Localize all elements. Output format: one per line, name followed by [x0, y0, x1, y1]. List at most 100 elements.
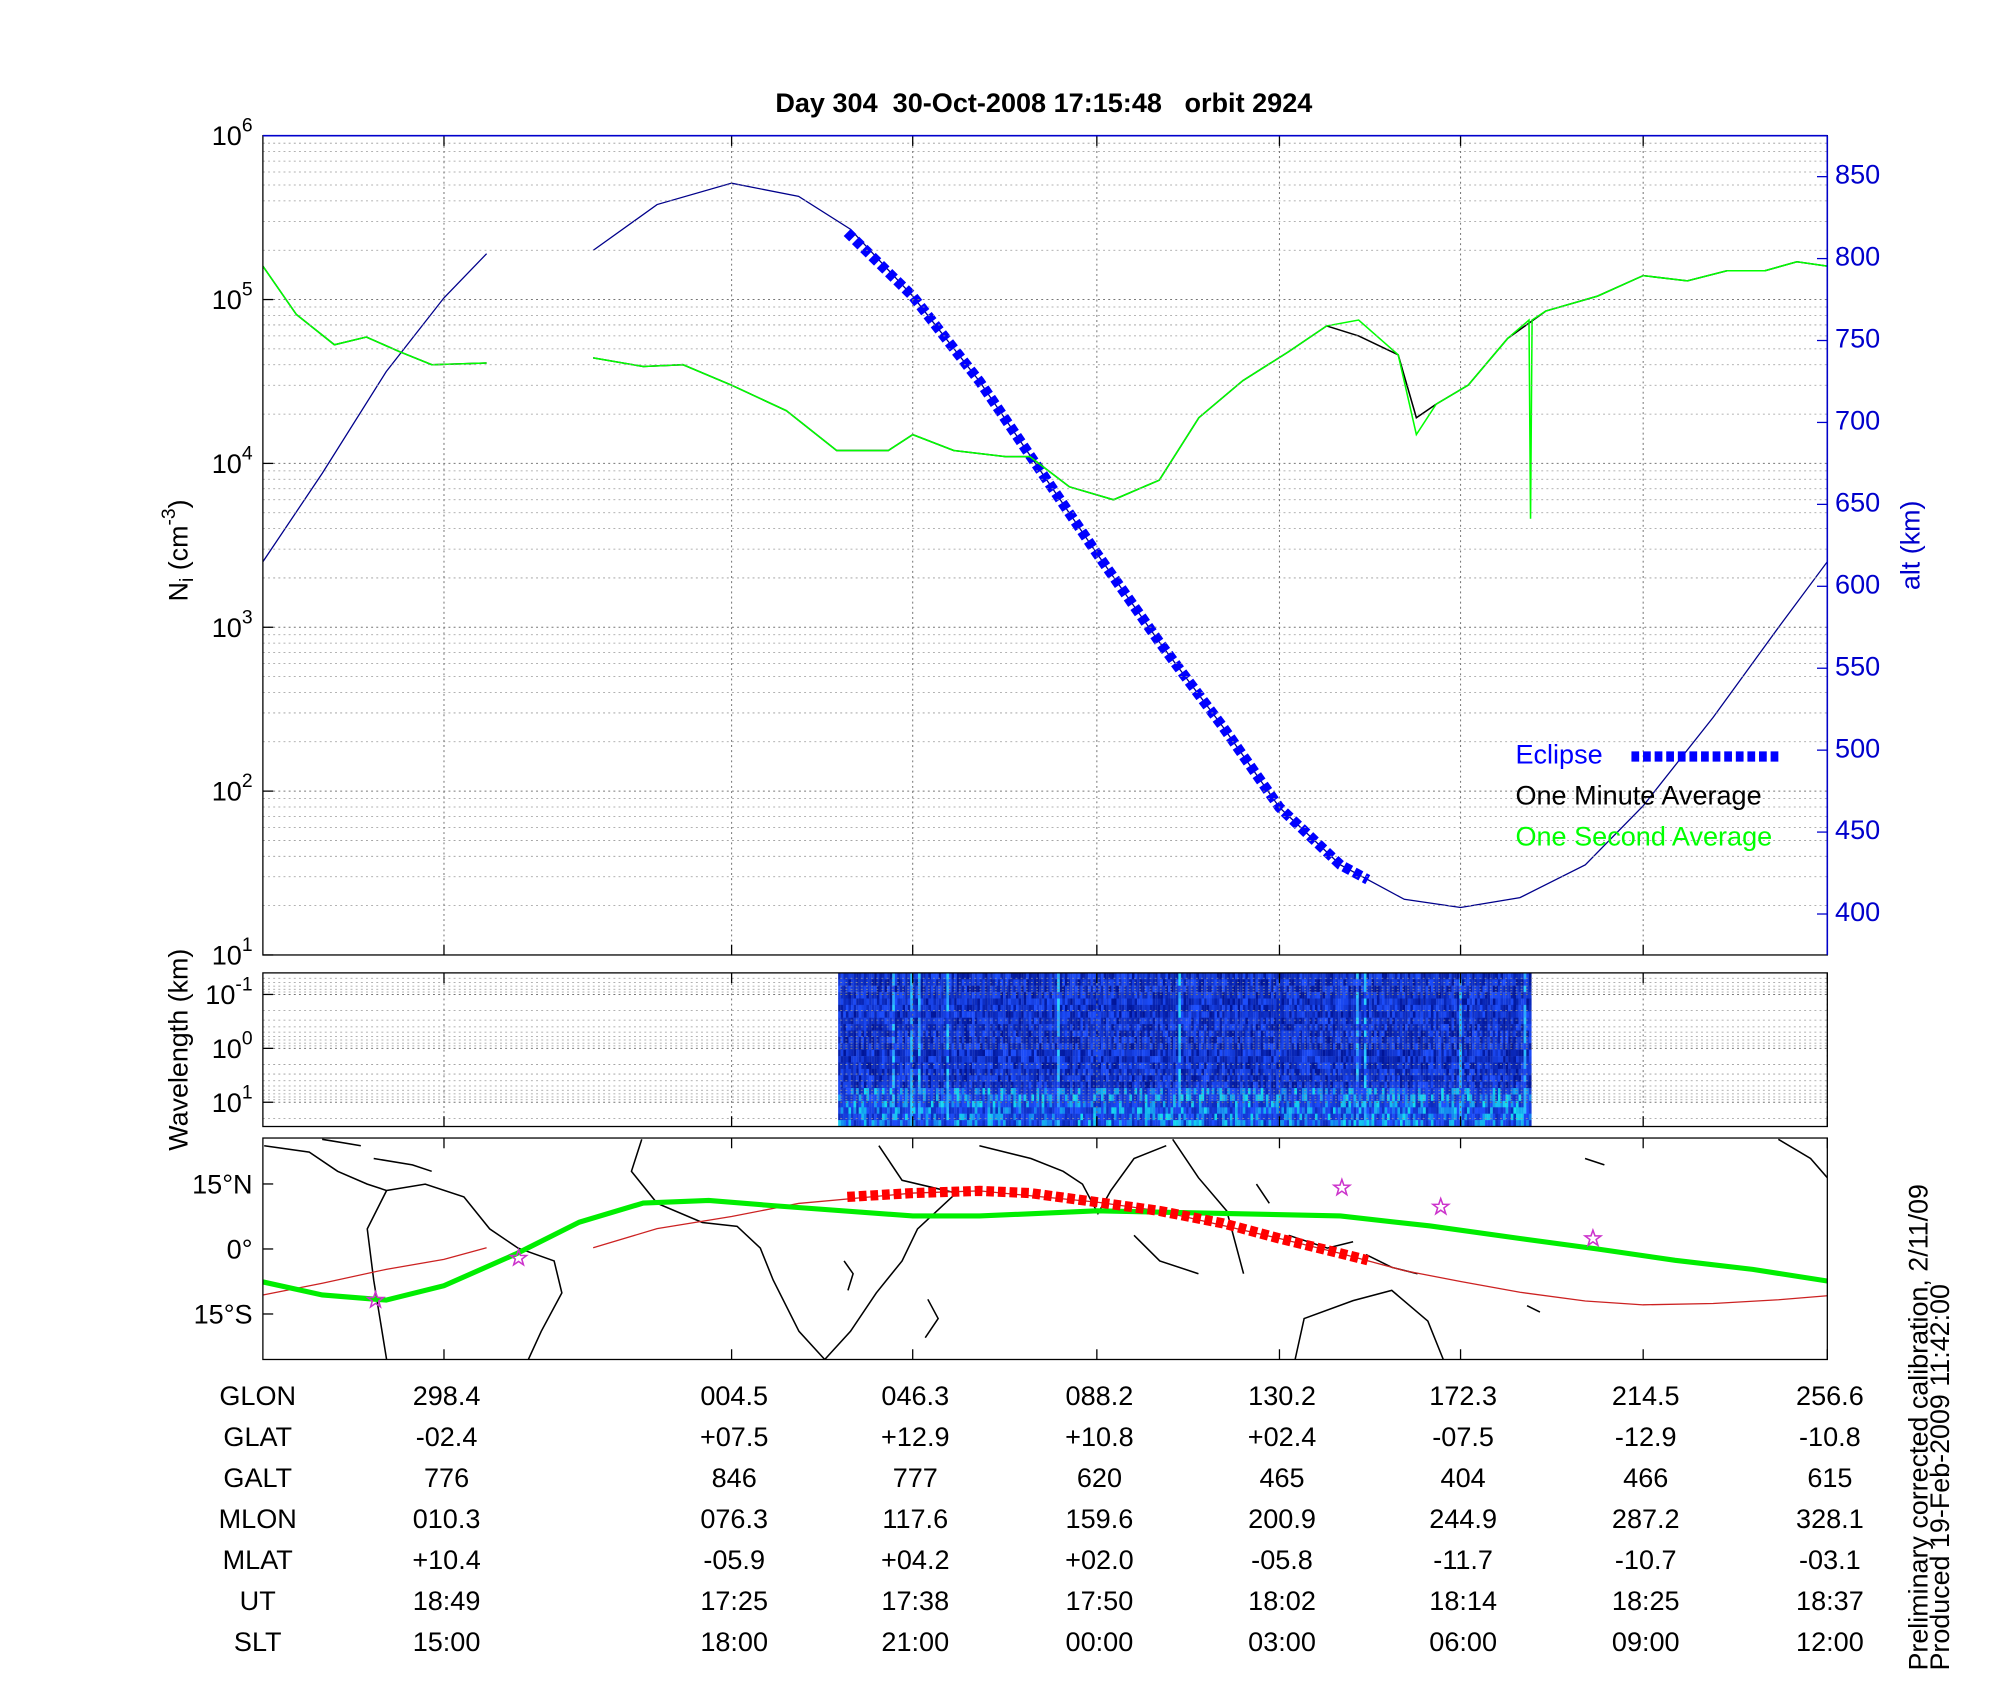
y-tick-label: 105: [212, 280, 253, 315]
spectrogram-pixel: [1015, 1088, 1019, 1095]
spectrogram-pixel: [1067, 1049, 1071, 1057]
table-cell: 404: [1441, 1463, 1486, 1493]
spectrogram-pixel: [863, 1107, 867, 1114]
spectrogram-pixel: [972, 1024, 975, 1031]
spectrogram-pixel: [1284, 1107, 1287, 1114]
spectrogram-pixel: [1278, 1068, 1282, 1076]
spectrogram-pixel: [1191, 992, 1194, 999]
spectrogram-pixel: [905, 1030, 908, 1038]
spectrogram-pixel: [1322, 979, 1326, 986]
spectrogram-pixel: [869, 985, 872, 993]
spectrogram-pixel: [858, 1075, 862, 1082]
spectrogram-pixel: [1134, 1100, 1138, 1108]
spectrogram-pixel: [1119, 1088, 1122, 1095]
spectrogram-pixel: [1268, 1113, 1272, 1121]
spectrogram-pixel: [918, 1056, 921, 1063]
spectrogram-pixel: [1314, 1081, 1318, 1089]
spectrogram-pixel: [915, 1088, 919, 1095]
spectrogram-pixel: [1023, 1068, 1027, 1076]
spectrogram-pixel: [1013, 1120, 1017, 1127]
spectrogram-pixel: [1049, 1011, 1053, 1018]
spectrogram-pixel: [1309, 1120, 1313, 1127]
spectrogram-pixel: [992, 1068, 996, 1076]
spectrogram-pixel: [1116, 1017, 1120, 1025]
spectrogram-pixel: [1057, 1062, 1060, 1070]
spectrogram-pixel: [1299, 1043, 1303, 1050]
spectrogram-pixel: [1036, 998, 1040, 1006]
spectrogram-pixel: [1291, 1036, 1295, 1044]
spectrogram-pixel: [1077, 992, 1081, 999]
spectrogram-pixel: [1237, 1094, 1241, 1102]
spectrogram-pixel: [997, 992, 1001, 999]
spectrogram-pixel: [879, 1004, 883, 1012]
spectrogram-pixel: [933, 1075, 937, 1082]
spectrogram-pixel: [1085, 1088, 1089, 1095]
spectrogram-pixel: [1209, 1049, 1212, 1057]
spectrogram-pixel: [1296, 1075, 1300, 1082]
spectrogram-pixel: [995, 1068, 999, 1076]
spectrogram-pixel: [866, 1043, 870, 1050]
spectrogram-pixel: [905, 1107, 908, 1114]
spectrogram-pixel: [969, 1100, 973, 1108]
spectrogram-pixel: [943, 972, 947, 980]
spectrogram-pixel: [1268, 1094, 1272, 1102]
spectrogram-pixel: [1139, 1088, 1143, 1095]
spectrogram-pixel: [1281, 1081, 1285, 1089]
spectrogram-pixel: [951, 1107, 955, 1114]
spectrogram-pixel: [1088, 998, 1091, 1006]
spectrogram-pixel: [879, 1075, 883, 1082]
tick-exponent: 2: [242, 771, 253, 792]
table-cell: 287.2: [1612, 1504, 1680, 1534]
spectrogram-pixel: [1059, 1036, 1063, 1044]
spectrogram-pixel: [910, 1043, 914, 1050]
spectrogram-pixel: [961, 1036, 965, 1044]
spectrogram-pixel: [1332, 1068, 1336, 1076]
spectrogram-pixel: [1276, 1075, 1279, 1082]
spectrogram-pixel: [1111, 1062, 1115, 1070]
spectrogram-pixel: [948, 1030, 952, 1038]
spectrogram-pixel: [1255, 1056, 1259, 1063]
spectrogram-pixel: [1245, 1030, 1249, 1038]
spectrogram-pixel: [1271, 985, 1274, 993]
spectrogram-pixel: [1137, 1017, 1140, 1025]
spectrogram-pixel: [887, 1056, 890, 1063]
table-cell: 130.2: [1248, 1381, 1316, 1411]
spectrogram-pixel: [1103, 1024, 1107, 1031]
spectrogram-pixel: [1162, 998, 1166, 1006]
spectrogram-pixel: [1170, 1017, 1174, 1025]
spectrogram-pixel: [1299, 1107, 1303, 1114]
spectrogram-pixel: [1217, 1004, 1220, 1012]
spectrogram-pixel: [897, 1094, 901, 1102]
spectrogram-pixel: [1188, 992, 1192, 999]
spectrogram-pixel: [1085, 979, 1089, 986]
spectrogram-pixel: [1041, 1107, 1045, 1114]
spectrogram-pixel: [856, 1113, 859, 1121]
spectrogram-pixel: [902, 1004, 906, 1012]
table-cell: +10.4: [412, 1545, 480, 1575]
spectrogram-pixel: [1271, 1088, 1274, 1095]
spectrogram-pixel: [1291, 1004, 1295, 1012]
spectrogram-pixel: [1204, 1062, 1207, 1070]
spectrogram-pixel: [1059, 1107, 1063, 1114]
spectrogram-pixel: [936, 979, 939, 986]
spectrogram-pixel: [985, 1081, 988, 1089]
spectrogram-pixel: [1224, 1056, 1228, 1063]
spectrogram-pixel: [1281, 1056, 1285, 1063]
spectrogram-pixel: [1299, 1100, 1303, 1108]
spectrogram-pixel: [866, 998, 870, 1006]
spectrogram-pixel: [1039, 1113, 1042, 1121]
spectrogram-pixel: [1064, 998, 1068, 1006]
spectrogram-pixel: [1111, 979, 1115, 986]
spectrogram-pixel: [1235, 1043, 1238, 1050]
spectrogram-pixel: [1152, 1049, 1156, 1057]
spectrogram-pixel: [1044, 1113, 1048, 1121]
spectrogram-pixel: [1044, 1107, 1048, 1114]
spectrogram-pixel: [887, 1100, 890, 1108]
spectrogram-pixel: [1134, 992, 1138, 999]
spectrogram-pixel: [1291, 1024, 1295, 1031]
spectrogram-pixel: [1036, 972, 1040, 980]
spectrogram-pixel: [910, 1068, 914, 1076]
spectrogram-pixel: [1314, 1094, 1318, 1102]
spectrogram-pixel: [1064, 979, 1068, 986]
spectrogram-pixel: [851, 992, 854, 999]
